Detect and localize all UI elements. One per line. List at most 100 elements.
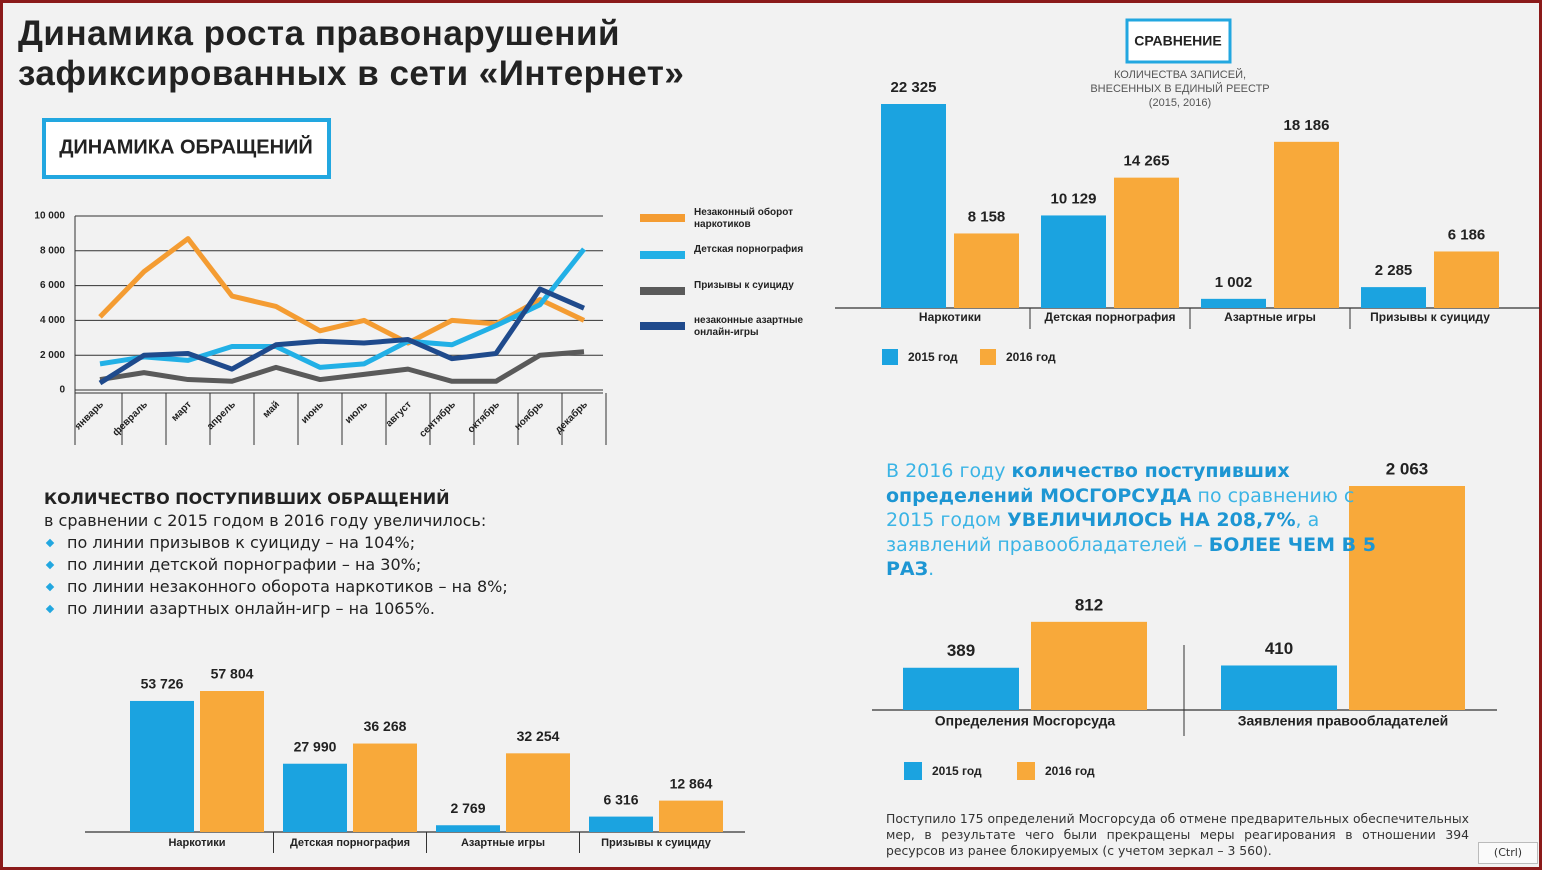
legend-label: Незаконный оборот наркотиков — [694, 207, 793, 230]
value-label: 389 — [947, 641, 975, 660]
value-label: 53 726 — [141, 676, 184, 692]
highlight-segment: БОЛЕЕ ЧЕМ В 5 РАЗ — [886, 533, 1376, 581]
highlight-segment: по сравнению с 2015 годом — [886, 484, 1355, 532]
x-tick-label: Призывы к суициду — [601, 837, 712, 849]
bullet-item: по линии азартных онлайн-игр – на 1065%. — [44, 598, 508, 620]
legend-label: Призывы к суициду — [694, 280, 794, 291]
x-tick-label: Наркотики — [168, 837, 225, 849]
counts-heading: КОЛИЧЕСТВО ПОСТУПИВШИХ ОБРАЩЕНИЙ — [44, 489, 450, 508]
x-tick-label: Детская порнография — [1045, 310, 1176, 324]
value-label: 2 285 — [1375, 262, 1413, 279]
bullet-item: по линии незаконного оборота наркотиков … — [44, 576, 508, 598]
value-label: 2 769 — [450, 800, 485, 816]
x-tick-label: июнь — [299, 399, 326, 426]
title-box — [1125, 18, 1232, 64]
legend-swatch — [640, 322, 685, 330]
title-line: зафиксированных в сети «Интернет» — [18, 54, 685, 93]
bar — [506, 753, 570, 832]
chart-subtitle: ВНЕСЕННЫХ В ЕДИНЫЙ РЕЕСТР — [1090, 82, 1269, 95]
bar — [1221, 665, 1337, 710]
legend-label: 2015 год — [932, 764, 982, 778]
x-tick-label: Азартные игры — [1224, 310, 1316, 324]
x-tick-label: Заявления правообладателей — [1238, 713, 1448, 729]
bar — [659, 800, 723, 832]
value-label: 10 129 — [1051, 190, 1097, 207]
bar — [1361, 287, 1426, 308]
legend-swatch — [882, 349, 898, 365]
title-line: Динамика роста правонарушений — [18, 14, 620, 53]
bullet-item: по линии призывов к суициду – на 104%; — [44, 532, 508, 554]
chart-subtitle: КОЛИЧЕСТВА ЗАПИСЕЙ, — [1114, 68, 1246, 81]
chart-title: СРАВНЕНИЕ — [1134, 33, 1221, 49]
x-tick-label: декабрь — [553, 399, 590, 436]
x-tick-label: ноябрь — [512, 399, 546, 433]
value-label: 18 186 — [1284, 117, 1330, 134]
page-title: Динамика роста правонарушений зафиксиров… — [18, 14, 684, 94]
bar — [1031, 621, 1147, 710]
x-tick-label: февраль — [110, 399, 150, 439]
x-tick-label: Определения Мосгорсуда — [935, 713, 1116, 729]
highlight-segment: , а заявлений правообладателей – — [886, 509, 1320, 556]
chart-subtitle: (2015, 2016) — [1149, 97, 1211, 109]
value-label: 2 063 — [1386, 459, 1429, 478]
y-tick-label: 0 — [59, 385, 65, 396]
y-tick-label: 10 000 — [34, 211, 65, 222]
y-tick-label: 4 000 — [40, 315, 65, 326]
x-tick-label: Азартные игры — [461, 837, 545, 849]
bar — [589, 816, 653, 832]
legend-swatch — [640, 287, 685, 295]
bar — [903, 667, 1019, 710]
value-label: 32 254 — [517, 728, 560, 744]
bar — [1114, 177, 1179, 308]
x-tick-label: июль — [343, 399, 370, 426]
value-label: 57 804 — [211, 666, 254, 682]
x-tick-label: сентябрь — [417, 399, 458, 440]
legend-swatch — [904, 762, 922, 780]
x-tick-label: октябрь — [465, 399, 502, 436]
series-line — [99, 349, 585, 384]
title-box — [42, 118, 331, 179]
highlight-segment: В 2016 году — [886, 460, 1012, 482]
bar — [200, 691, 264, 832]
x-tick-label: март — [169, 399, 194, 424]
y-tick-label: 6 000 — [40, 280, 65, 291]
x-tick-label: Наркотики — [919, 310, 981, 324]
y-tick-label: 2 000 — [40, 350, 65, 361]
paste-options-button[interactable]: (Ctrl) — [1478, 842, 1538, 864]
value-label: 8 158 — [968, 208, 1006, 225]
legend-label: 2016 год — [1045, 764, 1095, 778]
bar — [1041, 215, 1106, 308]
legend-swatch — [1017, 762, 1035, 780]
value-label: 6 316 — [603, 791, 638, 807]
highlight-segment: количество поступивших определений МОСГО… — [886, 460, 1290, 507]
bar — [1349, 486, 1465, 710]
highlight-segment: . — [928, 558, 935, 580]
y-tick-label: 8 000 — [40, 245, 65, 256]
highlight-segment: УВЕЛИЧИЛОСЬ НА 208,7% — [1007, 509, 1296, 531]
counts-intro: в сравнении с 2015 годом в 2016 году уве… — [44, 511, 487, 530]
series-line — [98, 286, 585, 386]
legend-label: Детская порнография — [694, 244, 804, 255]
bar — [353, 743, 417, 832]
bar — [436, 825, 500, 832]
legend-swatch — [980, 349, 996, 365]
x-tick-label: август — [384, 399, 414, 429]
value-label: 6 186 — [1448, 226, 1486, 243]
value-label: 27 990 — [294, 738, 337, 754]
series-line — [99, 247, 586, 370]
value-label: 812 — [1075, 595, 1103, 614]
value-label: 36 268 — [364, 718, 407, 734]
bullet-item: по линии детской порнографии – на 30%; — [44, 554, 508, 576]
legend-swatch — [640, 251, 685, 259]
bar — [881, 104, 946, 308]
value-label: 1 002 — [1215, 274, 1253, 291]
legend-swatch — [640, 214, 685, 222]
chart-title: ДИНАМИКА ОБРАЩЕНИЙ — [59, 134, 313, 158]
legend-label: незаконные азартные онлайн-игры — [694, 315, 804, 338]
value-label: 14 265 — [1124, 153, 1170, 170]
bar — [130, 700, 194, 832]
x-tick-label: май — [261, 399, 282, 420]
bar — [1274, 141, 1339, 308]
